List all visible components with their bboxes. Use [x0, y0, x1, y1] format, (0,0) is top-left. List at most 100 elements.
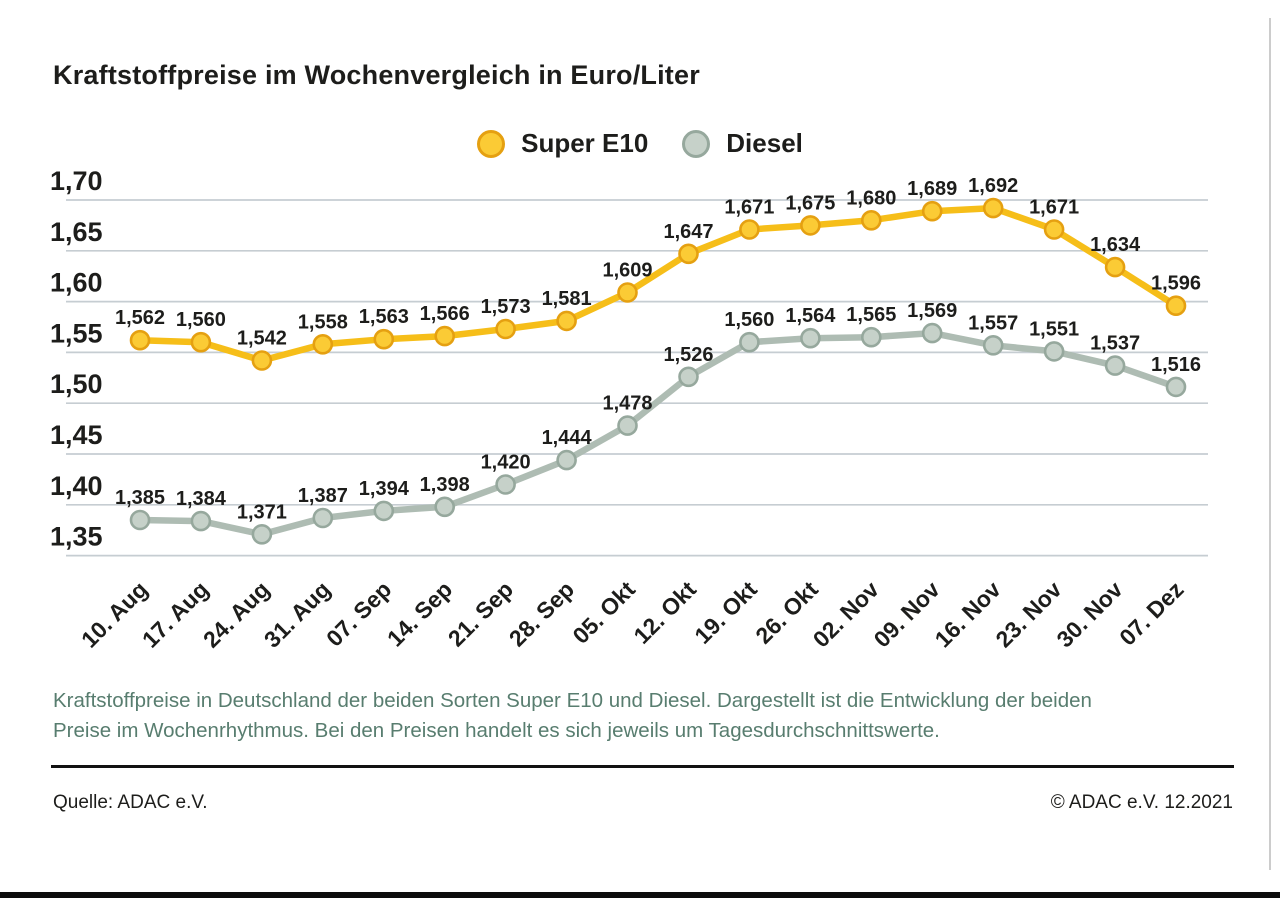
data-label: 1,634 — [1090, 234, 1141, 256]
x-tick-label: 21. Sep — [443, 576, 518, 651]
footer: Quelle: ADAC e.V. © ADAC e.V. 12.2021 — [53, 792, 1233, 814]
legend-label-diesel: Diesel — [726, 128, 803, 158]
data-point — [190, 331, 212, 353]
legend-item-diesel: Diesel — [682, 128, 803, 159]
data-point — [617, 415, 638, 436]
super-e10-swatch-icon — [477, 129, 506, 158]
data-point — [556, 449, 577, 471]
data-point — [800, 327, 821, 349]
data-point — [678, 366, 699, 388]
data-label: 1,444 — [542, 427, 593, 449]
data-point — [556, 310, 577, 332]
x-tick-label: 07. Dez — [1114, 576, 1188, 650]
y-tick-label: 1,70 — [50, 166, 103, 196]
chart-legend: Super E10 Diesel — [0, 128, 1280, 159]
data-point — [129, 329, 151, 351]
data-label: 1,557 — [968, 312, 1018, 334]
x-tick-label: 02. Nov — [808, 576, 884, 652]
data-point — [373, 500, 395, 522]
data-label: 1,581 — [542, 288, 592, 310]
data-point — [982, 197, 1004, 219]
y-tick-label: 1,65 — [50, 217, 103, 247]
data-label: 1,671 — [1029, 197, 1079, 219]
page-title: Kraftstoffpreise im Wochenvergleich in E… — [53, 60, 700, 90]
data-label: 1,398 — [420, 474, 470, 496]
data-label: 1,516 — [1151, 354, 1201, 376]
data-point — [434, 496, 456, 518]
data-point — [678, 243, 699, 265]
data-label: 1,563 — [359, 306, 409, 328]
data-point — [1104, 355, 1126, 376]
bottom-border-bar — [0, 892, 1280, 898]
data-point — [251, 350, 273, 371]
data-point — [1165, 376, 1187, 398]
series-line-super-e10 — [136, 204, 1180, 364]
data-label: 1,692 — [968, 175, 1018, 197]
data-point — [1043, 219, 1065, 240]
data-point — [860, 210, 882, 231]
chart-description: Kraftstoffpreise in Deutschland der beid… — [53, 689, 1092, 742]
data-point — [312, 507, 334, 529]
x-tick-label: 12. Okt — [628, 576, 701, 649]
diesel-swatch-icon — [682, 129, 711, 158]
data-label: 1,385 — [115, 487, 165, 509]
data-label: 1,394 — [359, 478, 410, 500]
x-tick-label: 17. Aug — [137, 576, 214, 653]
copyright-text: © ADAC e.V. 12.2021 — [1050, 792, 1233, 813]
data-label: 1,537 — [1090, 333, 1140, 355]
data-label: 1,371 — [237, 501, 287, 523]
data-point — [617, 282, 638, 303]
x-tick-label: 19. Okt — [689, 576, 762, 649]
data-label: 1,689 — [907, 178, 957, 200]
data-label: 1,569 — [907, 300, 957, 322]
x-tick-label: 07. Sep — [321, 576, 396, 651]
data-label: 1,526 — [663, 344, 713, 366]
legend-item-super-e10: Super E10 — [477, 128, 648, 159]
x-tick-label: 23. Nov — [990, 576, 1066, 652]
data-label: 1,562 — [115, 307, 165, 329]
data-point — [982, 335, 1004, 356]
y-tick-label: 1,40 — [50, 471, 103, 501]
data-point — [1165, 295, 1187, 316]
data-point — [860, 326, 882, 348]
footer-separator — [51, 765, 1234, 768]
x-tick-label: 05. Okt — [567, 576, 640, 649]
data-point — [251, 523, 273, 545]
data-label: 1,560 — [724, 309, 774, 331]
x-tick-label: 24. Aug — [198, 576, 275, 653]
data-point — [434, 325, 456, 347]
data-point — [373, 328, 395, 350]
data-point — [312, 334, 334, 355]
chart-svg: 1,70 1,65 1,60 1,55 1,50 1,45 1,40 1,35 1,562 1,5… — [50, 166, 1208, 653]
data-label: 1,566 — [420, 303, 470, 325]
data-point — [1104, 256, 1126, 278]
data-point — [739, 219, 760, 240]
y-tick-label: 1,35 — [50, 522, 103, 552]
data-label: 1,675 — [785, 192, 835, 214]
data-point — [921, 200, 943, 222]
y-tick-label: 1,60 — [50, 268, 103, 298]
data-label: 1,387 — [298, 485, 348, 507]
data-label: 1,420 — [481, 452, 531, 474]
x-tick-label: 14. Sep — [382, 576, 457, 651]
data-label: 1,565 — [846, 304, 896, 326]
y-tick-label: 1,45 — [50, 420, 103, 450]
data-label: 1,596 — [1151, 273, 1201, 295]
x-tick-label: 30. Nov — [1051, 576, 1127, 652]
data-point — [1043, 341, 1065, 362]
data-point — [495, 474, 516, 495]
data-label: 1,609 — [602, 260, 652, 282]
data-label: 1,542 — [237, 328, 287, 350]
data-point — [739, 331, 760, 353]
data-label: 1,564 — [785, 305, 836, 327]
x-tick-label: 10. Aug — [76, 576, 153, 653]
data-label: 1,560 — [176, 309, 226, 331]
data-label: 1,671 — [724, 197, 774, 219]
y-tick-label: 1,50 — [50, 369, 103, 399]
scan-edge-line — [1269, 18, 1271, 870]
y-tick-label: 1,55 — [50, 318, 103, 348]
data-point — [800, 215, 821, 236]
data-label: 1,558 — [298, 311, 348, 333]
x-tick-label: 31. Aug — [259, 576, 336, 653]
